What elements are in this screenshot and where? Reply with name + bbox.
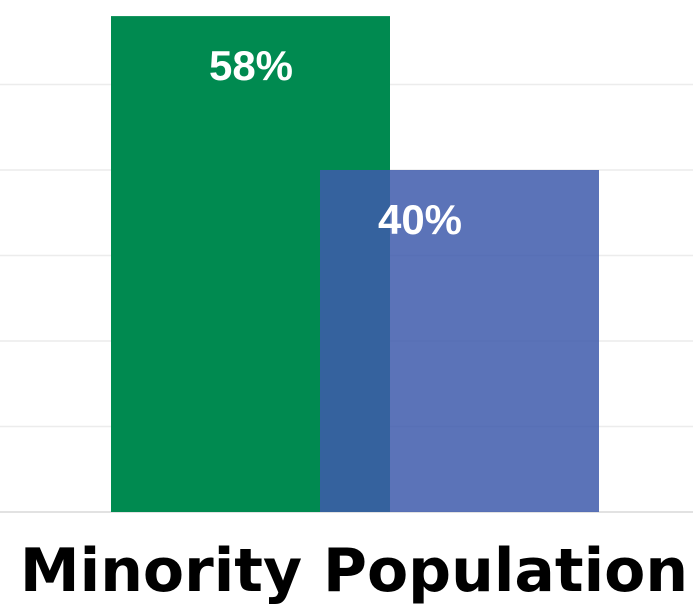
data-label-series-1: 58%	[209, 42, 293, 89]
category-label: Minority Population	[20, 536, 688, 606]
data-label-series-2: 40%	[378, 196, 462, 243]
bars	[111, 16, 599, 512]
data-labels: 58% 40%	[209, 42, 462, 243]
bar-series-2	[320, 170, 599, 512]
